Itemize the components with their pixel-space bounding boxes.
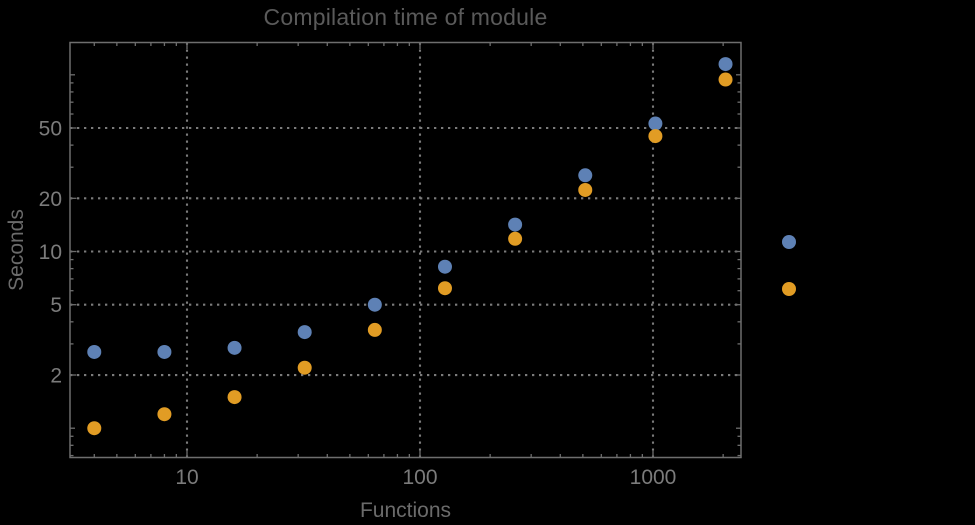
- x-tick-label: 1000: [630, 466, 677, 489]
- y-axis-label: Seconds: [5, 209, 28, 291]
- data-point-orange-series: [437, 281, 452, 296]
- plot-frame: [69, 41, 742, 459]
- data-point-orange-series: [157, 407, 172, 422]
- data-point-orange-series: [87, 421, 102, 436]
- data-point-orange-series: [508, 231, 523, 246]
- data-point-blue-series: [157, 344, 172, 359]
- chart-title: Compilation time of module: [263, 4, 548, 30]
- data-point-blue-series: [297, 325, 312, 340]
- data-point-blue-series: [648, 116, 663, 131]
- x-tick-label: 100: [402, 466, 437, 489]
- data-point-orange-series: [367, 322, 382, 337]
- data-point-blue-series: [87, 344, 102, 359]
- data-point-orange-series: [578, 182, 593, 197]
- x-tick-label: 10: [175, 466, 198, 489]
- y-tick-label: 10: [39, 241, 62, 264]
- data-point-orange-series: [648, 129, 663, 144]
- data-point-blue-series: [227, 340, 242, 355]
- data-point-blue-series: [437, 259, 452, 274]
- y-tick-label: 50: [39, 118, 62, 141]
- data-point-blue-series: [367, 297, 382, 312]
- legend-marker-blue: [782, 235, 796, 249]
- data-point-orange-series: [297, 360, 312, 375]
- legend-marker-orange: [782, 282, 796, 296]
- data-point-orange-series: [227, 390, 242, 405]
- data-point-blue-series: [508, 217, 523, 232]
- y-tick-label: 5: [50, 294, 62, 317]
- data-point-blue-series: [578, 168, 593, 183]
- y-tick-label: 2: [50, 365, 62, 388]
- x-axis-label: Functions: [359, 499, 452, 522]
- y-tick-label: 20: [39, 188, 62, 211]
- data-point-blue-series: [718, 57, 733, 72]
- data-point-orange-series: [718, 72, 733, 87]
